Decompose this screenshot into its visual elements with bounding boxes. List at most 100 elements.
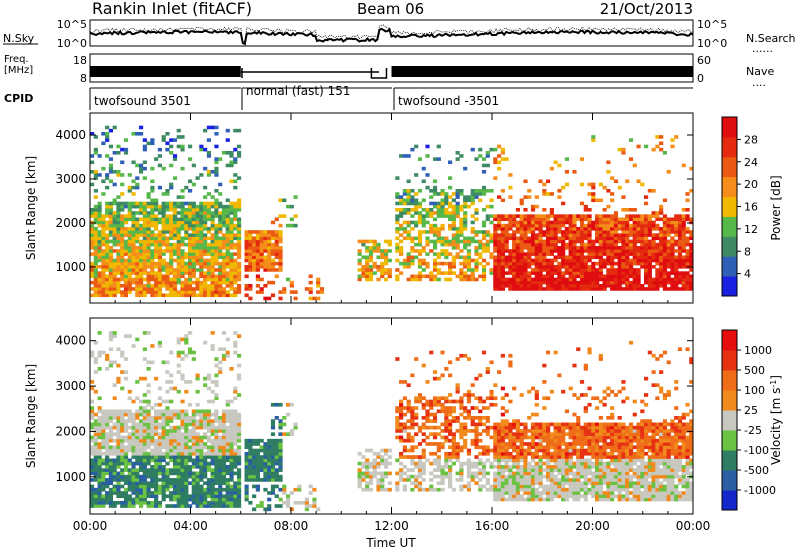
heatmap-cell (489, 147, 494, 152)
heatmap-cell (214, 409, 219, 414)
heatmap-cell (421, 465, 426, 469)
heatmap-cell (195, 280, 200, 285)
heatmap-cell (564, 287, 570, 291)
heatmap-cell (512, 252, 517, 256)
heatmap-cell (610, 249, 615, 253)
heatmap-cell (557, 284, 562, 288)
heatmap-cell (165, 208, 170, 212)
heatmap-cell (685, 280, 690, 285)
heatmap-cell (135, 230, 140, 234)
heatmap-cell (606, 233, 611, 237)
heatmap-cell (267, 445, 272, 450)
heatmap-cell (203, 211, 208, 215)
heatmap-cell (644, 236, 649, 241)
heatmap-cell (444, 277, 449, 282)
heatmap-cell (180, 217, 185, 222)
heatmap-cell (105, 367, 110, 371)
heatmap-cell (180, 227, 185, 231)
heatmap-cell (598, 284, 603, 288)
heatmap-cell (248, 458, 253, 463)
heatmap-cell (236, 242, 242, 247)
heatmap-cell (289, 280, 294, 285)
heatmap-cell (270, 438, 276, 443)
heatmap-cell (127, 230, 132, 234)
heatmap-cell (229, 367, 234, 371)
heatmap-cell (542, 258, 547, 263)
heatmap-cell (199, 214, 204, 218)
heatmap-cell (210, 399, 215, 404)
heatmap-cell (308, 287, 313, 291)
heatmap-cell (210, 277, 215, 282)
heatmap-cell (191, 242, 196, 247)
heatmap-cell (274, 402, 279, 407)
heatmap-cell (214, 438, 219, 443)
heatmap-cell (233, 412, 238, 417)
heatmap-cell (602, 208, 607, 212)
heatmap-cell (142, 442, 147, 446)
heatmap-cell (135, 255, 140, 260)
heatmap-cell (466, 255, 472, 260)
heatmap-cell (97, 265, 102, 269)
heatmap-cell (135, 246, 140, 250)
heatmap-cell (523, 274, 528, 279)
heatmap-cell (93, 471, 98, 476)
heatmap-cell (225, 204, 230, 209)
heatmap-cell (681, 261, 686, 266)
heatmap-cell (478, 239, 483, 244)
heatmap-cell (278, 445, 283, 450)
heatmap-cell (579, 268, 585, 272)
heatmap-cell (184, 290, 189, 294)
heatmap-cell (229, 211, 234, 215)
heatmap-cell (210, 448, 215, 453)
heatmap-cell (432, 458, 438, 463)
heatmap-cell (248, 242, 253, 247)
heatmap-cell (172, 435, 178, 440)
heatmap-cell (267, 233, 272, 237)
heatmap-cell (90, 261, 95, 266)
heatmap-cell (380, 249, 385, 253)
heatmap-cell (157, 500, 163, 505)
heatmap-cell (214, 478, 219, 482)
heatmap-cell (229, 438, 234, 443)
heatmap-cell (512, 249, 517, 253)
heatmap-cell (154, 236, 159, 241)
heatmap-cell (101, 265, 106, 269)
cpid-segment-label: twofsound 3501 (94, 94, 191, 108)
heatmap-cell (229, 458, 234, 463)
heatmap-cell (116, 195, 121, 199)
heatmap-cell (123, 201, 129, 206)
heatmap-cell (180, 287, 185, 291)
heatmap-cell (161, 416, 166, 420)
heatmap-cell (677, 217, 683, 222)
heatmap-cell (455, 233, 460, 237)
heatmap-cell (154, 455, 159, 459)
colorbar-swatch (722, 256, 737, 277)
heatmap-cell (112, 416, 117, 420)
heatmap-cell (681, 227, 686, 231)
heatmap-cell (493, 236, 498, 241)
heatmap-cell (169, 484, 174, 489)
heatmap-cell (172, 223, 178, 228)
heatmap-cell (172, 211, 178, 215)
heatmap-cell (248, 268, 253, 272)
heatmap-cell (108, 287, 114, 291)
heatmap-cell (105, 494, 110, 499)
heatmap-cell (689, 261, 694, 266)
heatmap-cell (225, 478, 230, 482)
heatmap-cell (497, 280, 502, 285)
heatmap-cell (651, 223, 656, 228)
heatmap-cell (372, 458, 377, 463)
heatmap-cell (530, 246, 536, 250)
heatmap-cell (191, 227, 196, 231)
heatmap-cell (131, 217, 136, 222)
heatmap-cell (421, 468, 426, 472)
heatmap-cell (233, 185, 238, 190)
heatmap-cell (549, 208, 554, 212)
heatmap-cell (116, 455, 121, 459)
heatmap-cell (90, 471, 95, 476)
heatmap-cell (485, 246, 490, 250)
heatmap-cell (138, 461, 144, 466)
heatmap-cell (478, 242, 483, 247)
heatmap-cell (191, 239, 196, 244)
heatmap-cell (157, 484, 163, 489)
